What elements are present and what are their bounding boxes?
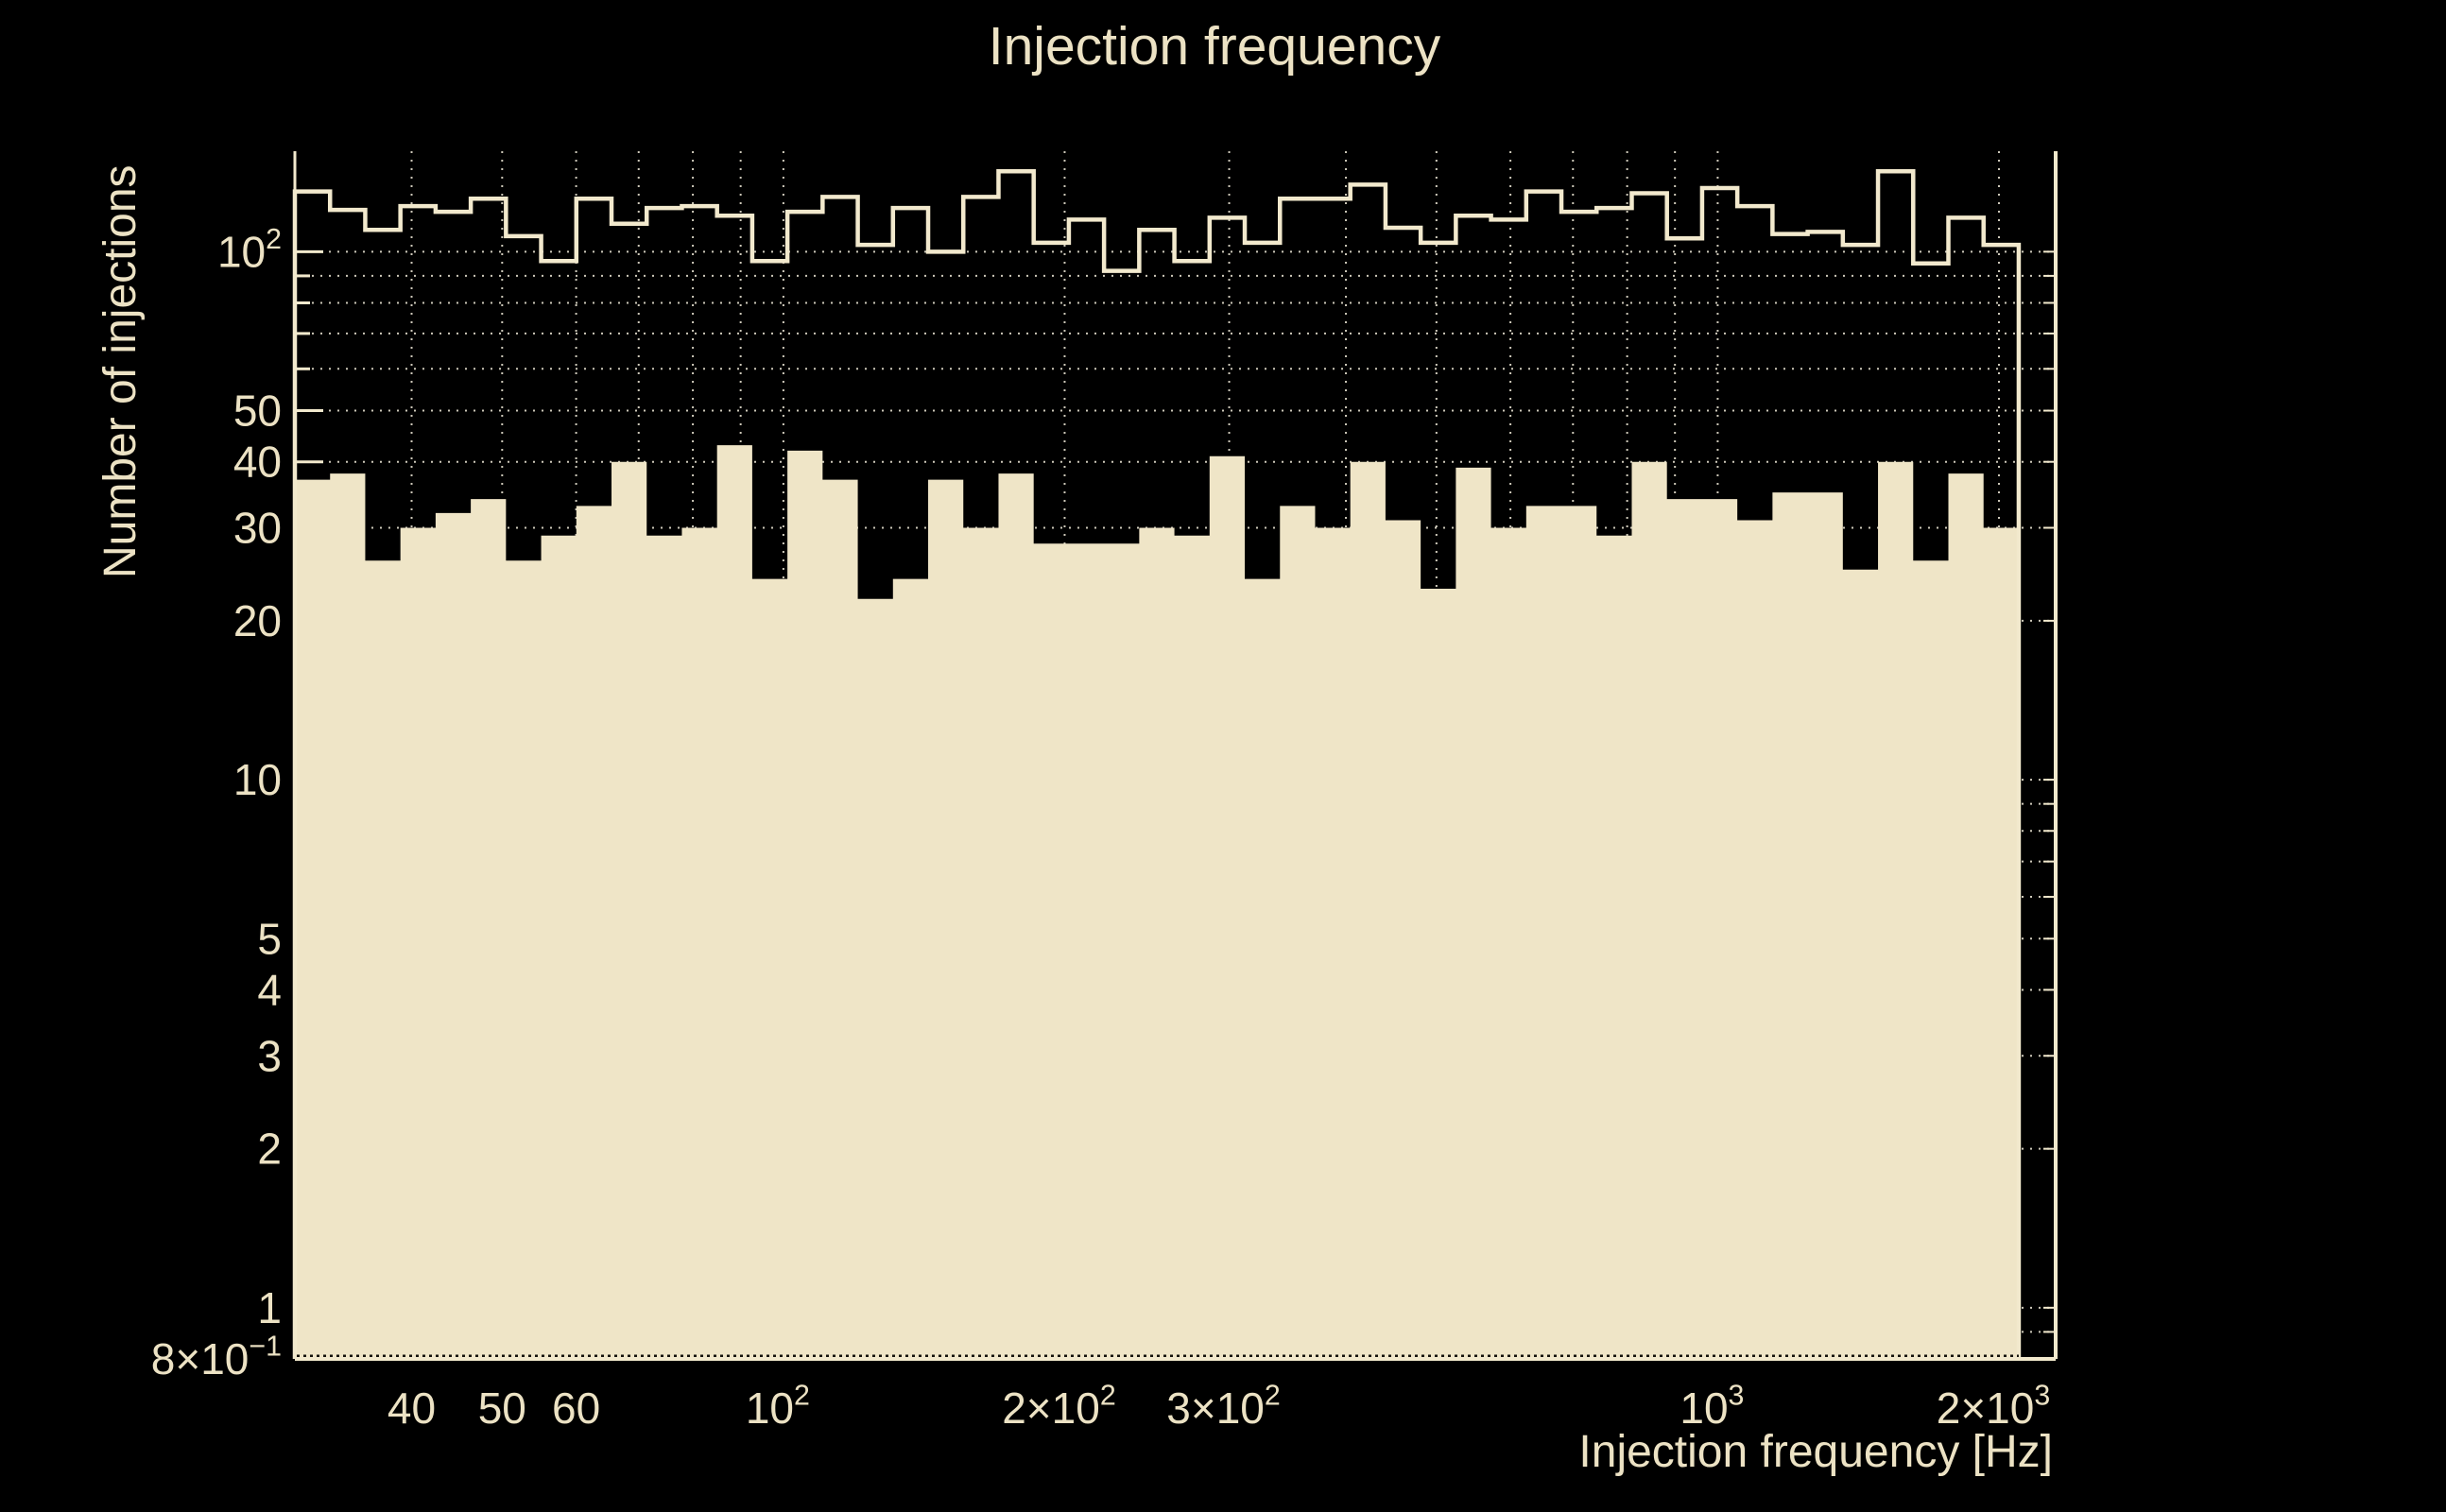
y-tick-label: 5 [257,914,282,963]
x-tick-label: 2×103 [1937,1381,2051,1433]
step-outline-histogram [292,169,2022,1359]
x-tick-label: 40 [388,1383,436,1433]
x-tick-label: 50 [478,1383,526,1433]
x-tick-label: 102 [746,1381,810,1433]
y-tick-label: 40 [233,438,282,487]
filled-histogram [295,445,2019,1360]
x-tick-label: 3×102 [1166,1381,1281,1433]
y-tick-label: 4 [257,965,282,1014]
y-tick-label: 50 [233,387,282,436]
y-tick-label: 8×10−1 [151,1332,282,1383]
histogram-layer [292,169,2022,1360]
plot-frame [293,151,2058,1361]
y-tick-label: 20 [233,596,282,645]
y-tick-label: 30 [233,504,282,553]
x-axis-title: Injection frequency [Hz] [1578,1427,2053,1477]
y-tick-label: 102 [217,224,282,276]
tick-label-layer: 40 50 60 102 2×102 3×102 103 2×1031025040302010… [151,224,2051,1433]
y-tick-label: 3 [257,1031,282,1080]
x-tick-label: 103 [1679,1381,1744,1433]
tick-layer [295,249,2056,1333]
y-tick-label: 1 [257,1283,282,1332]
x-tick-label: 60 [552,1383,600,1433]
y-axis-title: Number of injections [95,164,146,578]
x-tick-label: 2×102 [1002,1381,1116,1433]
chart-title: Injection frequency [989,16,1441,77]
y-tick-label: 10 [233,755,282,804]
y-tick-label: 2 [257,1125,282,1174]
